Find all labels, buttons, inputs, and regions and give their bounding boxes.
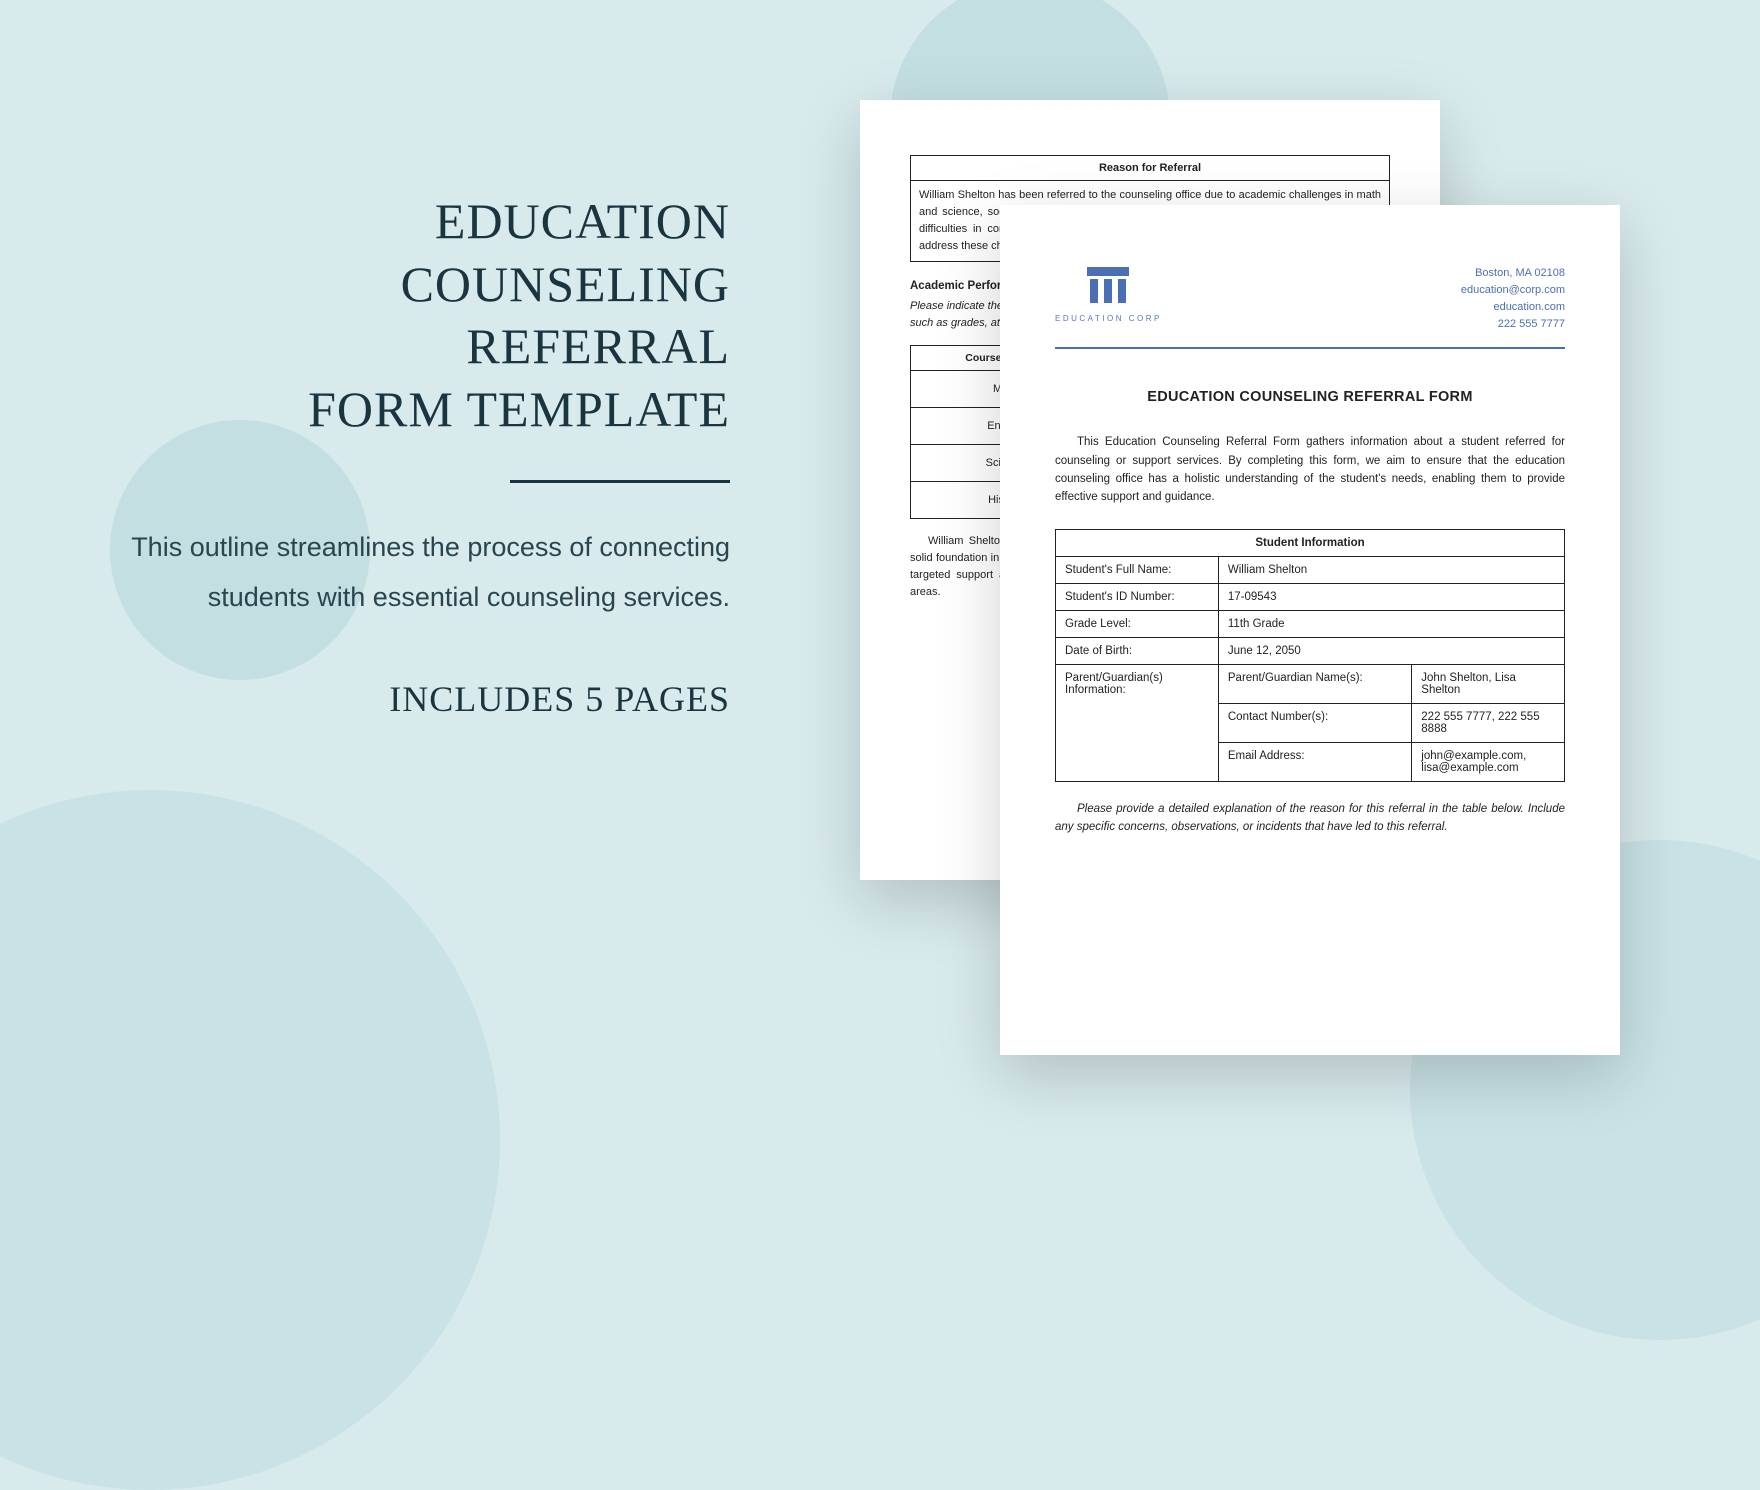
bg-shape xyxy=(0,790,500,1490)
info-header: Student Information xyxy=(1056,529,1565,556)
contact-address: Boston, MA 02108 xyxy=(1461,265,1565,282)
student-info-table: Student Information Student's Full Name:… xyxy=(1055,529,1565,782)
contact-email: education@corp.com xyxy=(1461,282,1565,299)
table-row: Parent/Guardian(s) Information:Parent/Gu… xyxy=(1056,664,1565,703)
table-row: Grade Level:11th Grade xyxy=(1056,610,1565,637)
promo-text-panel: EDUCATION COUNSELING REFERRAL FORM TEMPL… xyxy=(130,190,730,720)
title-divider xyxy=(510,480,730,483)
header-rule xyxy=(1055,347,1565,349)
form-footnote: Please provide a detailed explanation of… xyxy=(1055,800,1565,837)
reason-header: Reason for Referral xyxy=(911,156,1390,181)
template-title: EDUCATION COUNSELING REFERRAL FORM TEMPL… xyxy=(130,190,730,440)
title-line: FORM TEMPLATE xyxy=(308,381,730,437)
table-row: Date of Birth:June 12, 2050 xyxy=(1056,637,1565,664)
contact-web: education.com xyxy=(1461,299,1565,316)
logo-text: EDUCATION CORP xyxy=(1055,314,1162,323)
form-intro: This Education Counseling Referral Form … xyxy=(1055,433,1565,507)
table-row: Student's ID Number:17-09543 xyxy=(1056,583,1565,610)
contact-phone: 222 555 7777 xyxy=(1461,316,1565,333)
template-description: This outline streamlines the process of … xyxy=(130,523,730,623)
title-line: COUNSELING REFERRAL xyxy=(401,256,730,375)
pages-count-label: INCLUDES 5 PAGES xyxy=(130,678,730,720)
table-row: Student's Full Name:William Shelton xyxy=(1056,556,1565,583)
logo-block: EDUCATION CORP xyxy=(1055,265,1162,323)
pillar-logo-icon xyxy=(1081,265,1135,305)
letterhead: EDUCATION CORP Boston, MA 02108 educatio… xyxy=(1055,265,1565,333)
form-title: EDUCATION COUNSELING REFERRAL FORM xyxy=(1055,389,1565,405)
title-line: EDUCATION xyxy=(435,193,730,249)
contact-info: Boston, MA 02108 education@corp.com educ… xyxy=(1461,265,1565,333)
document-page-1: EDUCATION CORP Boston, MA 02108 educatio… xyxy=(1000,205,1620,1055)
